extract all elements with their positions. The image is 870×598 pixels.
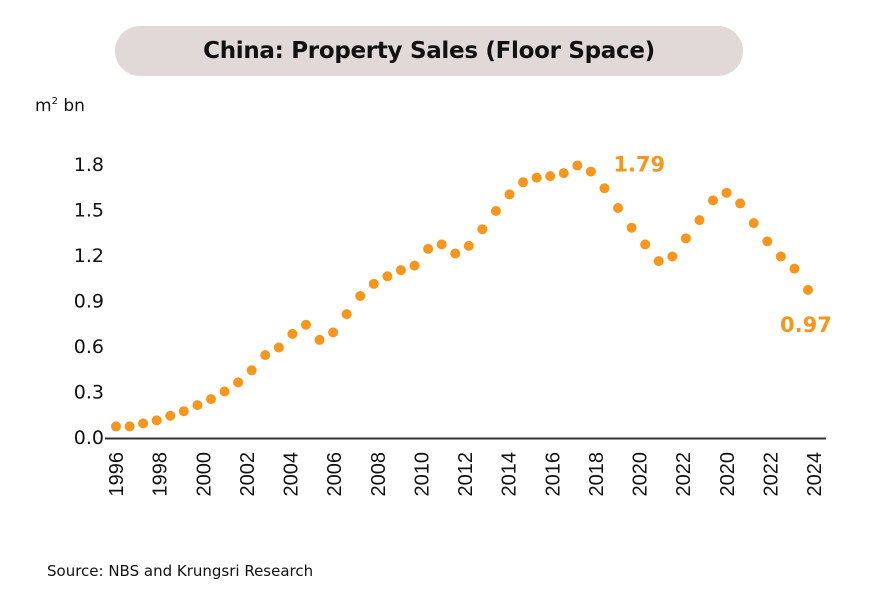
x-tick-label: 2024 — [804, 452, 826, 497]
y-tick-label: 1.2 — [74, 245, 104, 267]
data-point — [409, 260, 420, 271]
data-point — [151, 415, 162, 426]
data-point — [653, 256, 664, 267]
x-tick-label: 2008 — [368, 452, 390, 497]
data-point — [504, 189, 515, 200]
data-point — [626, 222, 637, 233]
x-tick-label: 2018 — [586, 452, 608, 497]
x-tick-label: 2022 — [673, 452, 695, 497]
x-tick-label: 2006 — [324, 452, 346, 497]
x-tick-label: 2014 — [499, 452, 521, 497]
y-tick-label: 0.6 — [74, 336, 104, 358]
x-tick-label: 2020 — [717, 452, 739, 497]
x-tick-label: 2010 — [411, 452, 433, 497]
data-point — [178, 406, 189, 417]
data-point — [355, 290, 366, 301]
data-point — [246, 365, 257, 376]
data-point — [382, 271, 393, 282]
data-point — [803, 284, 813, 295]
y-tick-label: 0.9 — [74, 291, 104, 313]
data-point — [273, 342, 284, 353]
unit-base: m — [35, 96, 52, 116]
data-point — [775, 251, 786, 262]
data-point — [341, 309, 352, 320]
x-tick-label: 2012 — [455, 452, 477, 497]
data-point — [762, 236, 773, 247]
y-tick-label: 0.0 — [74, 427, 104, 449]
data-point — [721, 187, 732, 198]
data-point — [111, 421, 121, 432]
x-tick-label: 2002 — [237, 452, 259, 497]
data-point — [640, 239, 651, 250]
data-point — [287, 328, 298, 339]
x-tick-label: 2022 — [760, 452, 782, 497]
data-point — [694, 215, 705, 226]
data-point — [423, 243, 434, 254]
y-tick-label: 1.5 — [74, 200, 104, 222]
data-point — [260, 350, 271, 361]
data-point — [667, 251, 678, 262]
data-point — [599, 183, 610, 194]
data-point — [328, 327, 339, 338]
data-point — [572, 160, 583, 171]
data-point — [558, 168, 569, 179]
data-point — [233, 377, 244, 388]
x-tick-label: 2016 — [542, 452, 564, 497]
y-tick-label: 1.8 — [74, 154, 104, 176]
source-note: Source: NBS and Krungsri Research — [47, 562, 314, 580]
data-label: 1.79 — [613, 153, 665, 177]
x-tick-label: 1998 — [150, 452, 172, 497]
data-point — [680, 233, 691, 244]
data-label: 0.97 — [780, 313, 832, 337]
data-point — [300, 319, 311, 330]
x-tick-label: 1996 — [106, 452, 128, 497]
x-tick-label: 2000 — [193, 452, 215, 497]
y-axis-ticks: 0.0 0.3 0.6 0.9 1.2 1.5 1.8 — [74, 154, 104, 449]
data-point — [735, 198, 746, 209]
data-point — [531, 172, 542, 183]
data-point — [450, 248, 461, 259]
x-axis-ticks: 1996 1998 2000 2002 2004 2006 2008 2010 2012 2014… — [106, 452, 826, 497]
data-point — [585, 166, 596, 177]
data-point — [545, 171, 556, 182]
y-axis-unit-label: m2 bn — [35, 96, 85, 116]
data-point — [477, 224, 488, 235]
data-point — [789, 263, 800, 274]
data-point — [124, 421, 135, 432]
y-tick-label: 0.3 — [74, 382, 104, 404]
x-tick-label: 2004 — [281, 452, 303, 497]
data-point — [205, 394, 216, 405]
data-point — [192, 400, 203, 411]
data-point — [463, 240, 474, 251]
data-point — [518, 177, 529, 188]
data-points — [111, 160, 813, 432]
data-point — [490, 206, 501, 217]
data-point — [436, 239, 447, 250]
data-point — [138, 418, 149, 429]
unit-superscript: 2 — [51, 96, 58, 107]
data-point — [368, 278, 379, 289]
data-point — [748, 218, 759, 229]
data-point — [314, 334, 325, 345]
annotations: 1.79 0.97 — [613, 153, 831, 337]
data-point — [708, 195, 719, 206]
data-point — [219, 386, 230, 397]
x-tick-label: 2020 — [630, 452, 652, 497]
chart-title-pill: China: Property Sales (Floor Space) — [115, 26, 743, 76]
data-point — [165, 410, 176, 421]
chart-title: China: Property Sales (Floor Space) — [203, 38, 655, 64]
unit-suffix: bn — [57, 96, 85, 116]
data-point — [395, 265, 406, 276]
data-point — [613, 202, 624, 213]
